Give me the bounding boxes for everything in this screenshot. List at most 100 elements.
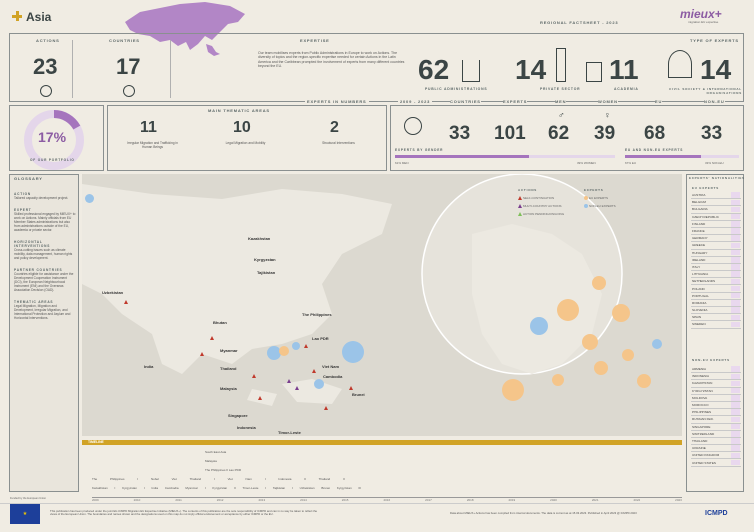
- nationality-name: SINGAPORE: [692, 424, 711, 429]
- expert-bubble: [502, 379, 524, 401]
- nationality-name: INDONESIA: [692, 374, 710, 379]
- nationality-row: SPAIN: [691, 314, 741, 322]
- nationality-bar: [731, 285, 740, 292]
- nationality-name: FRANCE: [692, 229, 705, 234]
- themes-panel: [107, 105, 387, 171]
- action-marker: [312, 369, 316, 373]
- nationality-bar: [731, 373, 740, 380]
- nationality-row: FRANCE: [691, 228, 741, 236]
- countries-value: 17: [116, 54, 141, 79]
- label-tajikistan: Tajikistan: [257, 270, 276, 275]
- label-thailand: Thailand: [220, 366, 237, 371]
- nationality-name: NETHERLANDS: [692, 279, 716, 284]
- civil-value: 14: [700, 54, 732, 85]
- female-icon: ♀: [604, 110, 611, 120]
- timeline-row-3: The Philippines II Lao PDR: [205, 468, 242, 472]
- nationality-row: SWITZERLAND: [691, 431, 741, 438]
- nationality-name: RUSSIAN FED.: [692, 417, 714, 422]
- noneu-pct: 33% NON-EU: [705, 161, 724, 165]
- glossary-term: EXPERT: [14, 208, 32, 212]
- nationality-name: SWEDEN: [692, 322, 706, 327]
- timeline-year: 2009: [92, 498, 99, 502]
- theme-value-3: 2: [330, 119, 339, 136]
- nationality-row: NETHERLANDS: [691, 278, 741, 286]
- tower-icon: [556, 48, 566, 82]
- nationality-bar: [731, 257, 740, 263]
- expert-bubble: [267, 346, 281, 360]
- col-label-eu: EU: [655, 99, 663, 104]
- timeline-year: 2020: [550, 498, 557, 502]
- nationality-name: SLOVENIA: [692, 308, 708, 313]
- nationality-bar: [731, 431, 740, 437]
- themes-label: MAIN THEMATIC AREAS: [208, 108, 270, 113]
- nationality-row: ARMENIA: [691, 366, 741, 374]
- nationality-bar: [731, 228, 740, 234]
- nationality-row: UNITED STATES: [691, 459, 741, 467]
- nationality-name: BULGARIA: [692, 207, 708, 212]
- col-label-women: WOMEN: [598, 99, 618, 104]
- nationality-name: MOLDOVA: [692, 395, 708, 400]
- plus-icon: [12, 11, 22, 21]
- label-singapore: Singapore: [228, 413, 248, 418]
- nationality-name: KYRGYZSTAN: [692, 388, 713, 393]
- nationality-row: GERMANY: [691, 235, 741, 243]
- nationality-row: LITHUANIA: [691, 271, 741, 279]
- public-value: 62: [418, 54, 450, 85]
- nationality-name: ARMENIA: [692, 367, 707, 372]
- numbers-label: EXPERTS IN NUMBERS: [305, 99, 369, 104]
- nationality-name: POLAND: [692, 286, 705, 291]
- nationality-row: HUNGARY: [691, 249, 741, 257]
- expert-bubble: [292, 342, 300, 350]
- nationality-bar: [731, 264, 740, 270]
- academia-icon: [586, 62, 602, 82]
- label-timor-leste: Timor-Leste: [278, 430, 301, 435]
- col-label-countries: COUNTRIES: [450, 99, 481, 104]
- footer: [0, 503, 754, 532]
- nationality-row: ITALY: [691, 264, 741, 272]
- nationality-bar: [731, 235, 740, 241]
- theme-label-2: Legal Migration and Mobility: [225, 141, 266, 145]
- timeline-year: 2018: [466, 498, 474, 502]
- footer-source: Data about MIEUX+ Actions has been compi…: [450, 511, 637, 515]
- nationality-row: UNITED KINGDOM: [691, 452, 741, 460]
- legend-noneu: NON-EU EXPERTS: [584, 204, 616, 209]
- nationality-bar: [731, 271, 740, 277]
- action-marker: [304, 344, 308, 348]
- nationality-row: MOLDOVA: [691, 395, 741, 402]
- nationality-bar: [731, 278, 740, 285]
- action-marker: [124, 300, 128, 304]
- expert-bubble: [279, 346, 289, 356]
- label-lao-pdr: Lao PDR: [312, 336, 329, 341]
- nationality-bar: [731, 213, 740, 220]
- noneu-experts-title: NON-EU EXPERTS: [692, 358, 730, 362]
- nationality-name: GERMANY: [692, 236, 708, 241]
- label-kazakhstan: Kazakhstan: [248, 236, 271, 241]
- nationality-name: FINLAND: [692, 221, 706, 226]
- timeline-year: 2012: [216, 498, 224, 502]
- glossary-term: ACTION: [14, 192, 32, 196]
- nationality-bar: [731, 307, 740, 313]
- nationality-name: UNITED KINGDOM: [692, 453, 720, 458]
- glossary-def: Skilled professional engaged by MIEUX+ t…: [14, 212, 76, 232]
- actions-icon: [40, 85, 52, 97]
- portfolio-panel: [9, 105, 104, 171]
- label-bhutan: Bhutan: [213, 320, 227, 325]
- theme-label-3: Structural Interventions: [322, 141, 355, 145]
- timeline-year: 2021: [591, 498, 599, 502]
- nationality-row: AUSTRIA: [691, 192, 741, 200]
- timeline-label: TIMELINE: [88, 440, 104, 444]
- nationality-name: SWITZERLAND: [692, 431, 715, 436]
- col-value-countries: 33: [449, 123, 471, 144]
- col-value-eu: 68: [644, 123, 666, 144]
- theme-label-1: Irregular Migration and Trafficking in H…: [127, 141, 178, 149]
- nationality-row: KAZAKHSTAN: [691, 380, 741, 388]
- col-value-men: 62: [548, 123, 570, 144]
- countries-label: COUNTRIES: [109, 38, 140, 43]
- action-marker: [258, 396, 262, 400]
- type-of-experts-label: TYPE OF EXPERTS: [690, 38, 739, 43]
- nationality-row: THAILAND: [691, 438, 741, 446]
- action-marker: [200, 352, 204, 356]
- nationality-name: ITALY: [692, 264, 701, 269]
- nationality-row: SLOVENIA: [691, 307, 741, 315]
- expertise-label: EXPERTISE: [300, 38, 330, 43]
